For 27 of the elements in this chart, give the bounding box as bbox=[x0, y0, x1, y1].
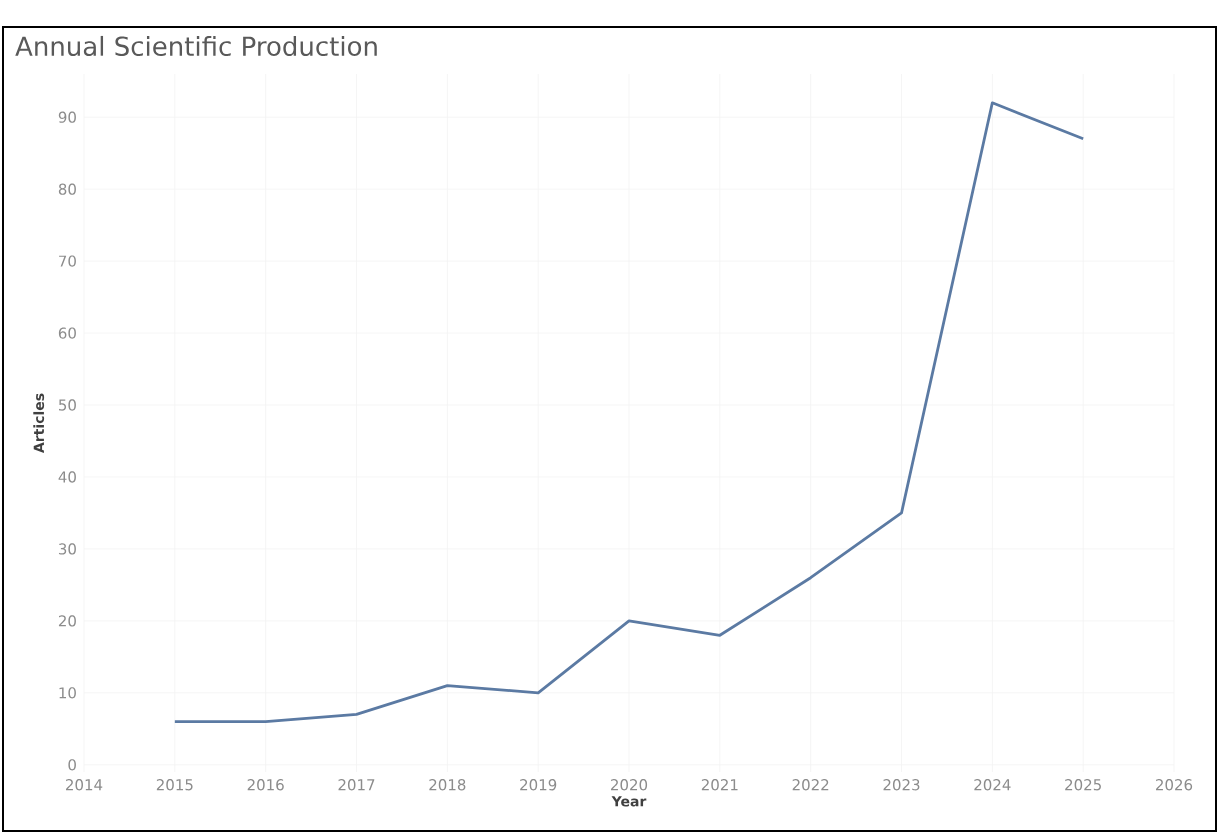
y-tick-label: 60 bbox=[58, 327, 76, 339]
y-tick-label: 20 bbox=[58, 615, 76, 627]
x-axis-title: Year bbox=[611, 796, 647, 807]
chart-title: Annual Scientific Production bbox=[15, 35, 377, 57]
x-tick-label: 2023 bbox=[883, 779, 920, 791]
x-tick-label: 2020 bbox=[611, 779, 648, 791]
x-tick-label: 2018 bbox=[429, 779, 466, 791]
x-tick-label: 2019 bbox=[520, 779, 557, 791]
x-tick-label: 2021 bbox=[701, 779, 738, 791]
x-tick-label: 2015 bbox=[156, 779, 193, 791]
y-axis-title: Articles bbox=[33, 393, 45, 454]
x-tick-label: 2022 bbox=[792, 779, 829, 791]
x-tick-label: 2014 bbox=[66, 779, 103, 791]
x-tick-label: 2024 bbox=[974, 779, 1011, 791]
y-tick-label: 0 bbox=[68, 759, 76, 771]
y-tick-label: 40 bbox=[58, 471, 76, 483]
x-tick-label: 2026 bbox=[1156, 779, 1193, 791]
line-series bbox=[173, 101, 1085, 724]
y-tick-label: 50 bbox=[59, 399, 76, 411]
y-tick-label: 10 bbox=[59, 687, 76, 699]
y-tick-label: 80 bbox=[58, 183, 76, 195]
x-tick-label: 2017 bbox=[338, 779, 375, 791]
y-tick-label: 70 bbox=[59, 255, 76, 267]
y-tick-label: 30 bbox=[58, 543, 76, 555]
y-tick-label: 90 bbox=[58, 111, 76, 123]
x-tick-label: 2016 bbox=[247, 779, 284, 791]
x-tick-label: 2025 bbox=[1065, 779, 1101, 791]
